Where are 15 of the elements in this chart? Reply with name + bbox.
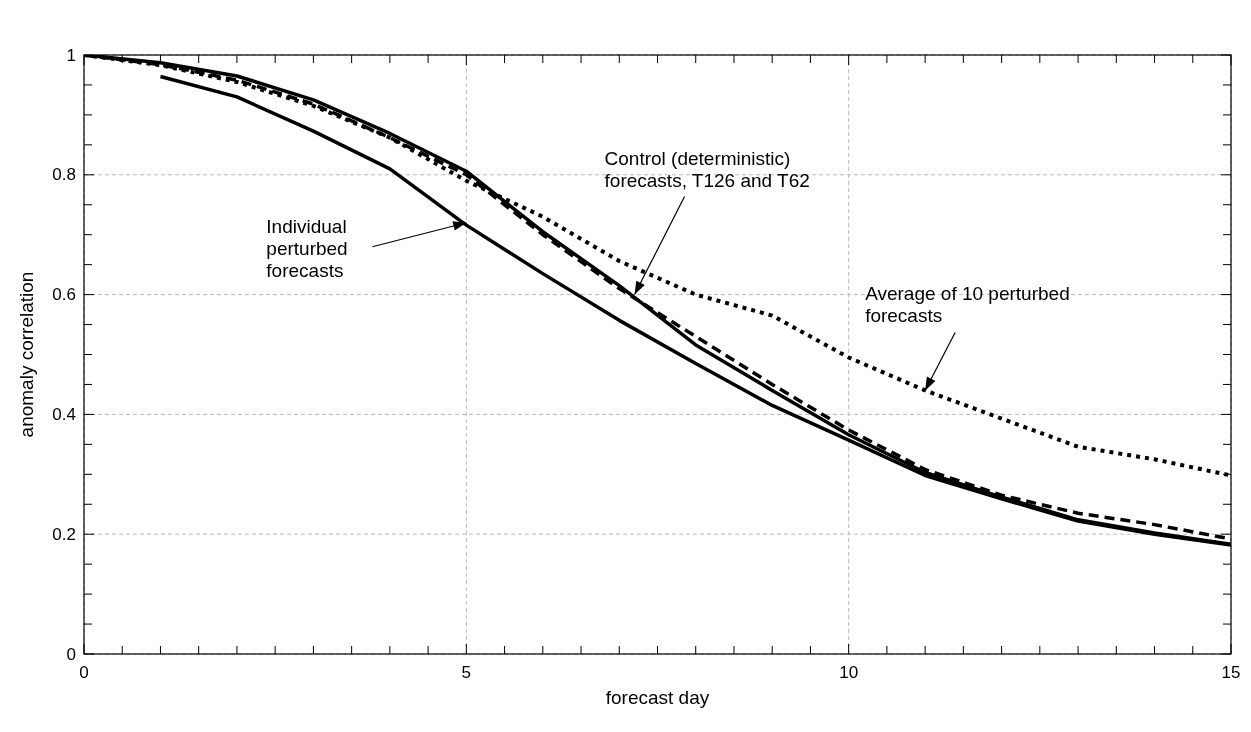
y-tick-label: 0.6 xyxy=(52,285,76,305)
y-tick-label: 0.2 xyxy=(52,524,76,544)
annotation: Average of 10 perturbed forecasts xyxy=(865,283,1070,327)
x-axis-title: forecast day xyxy=(605,687,710,708)
y-axis-title: anomaly correlation xyxy=(15,271,37,438)
y-tick-label: 0.8 xyxy=(52,165,76,185)
x-tick-label: 15 xyxy=(1221,663,1241,682)
annotation: Individual perturbed forecasts xyxy=(266,215,348,281)
y-tick-label: 1 xyxy=(66,45,76,65)
x-tick-label: 0 xyxy=(79,663,89,682)
y-tick-label: 0.4 xyxy=(52,404,76,424)
x-tick-label: 5 xyxy=(461,663,472,682)
y-tick-label: 0 xyxy=(66,644,76,664)
x-tick-label: 10 xyxy=(839,663,859,682)
annotation: Control (deterministic) forecasts, T126 and T62 xyxy=(604,147,810,191)
